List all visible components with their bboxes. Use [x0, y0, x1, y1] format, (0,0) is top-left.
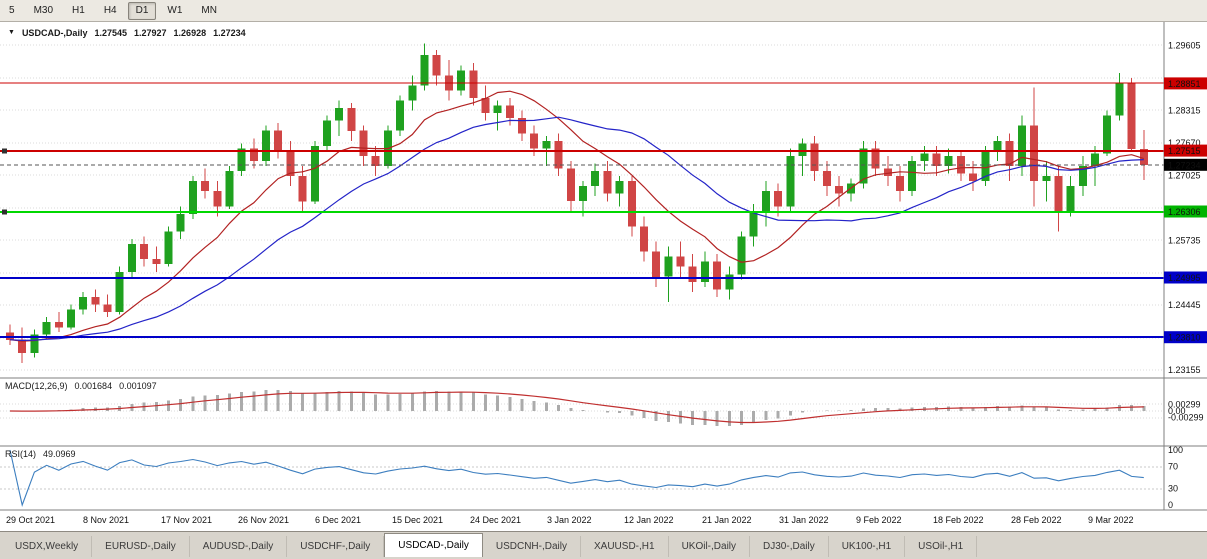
timeframe-button-H4[interactable]: H4	[103, 4, 117, 16]
rsi-axis-label: 0	[1168, 500, 1173, 510]
macd-axis-label: 0.00	[1168, 406, 1186, 416]
date-axis-label: 17 Nov 2021	[161, 515, 212, 525]
date-axis-label: 18 Feb 2022	[933, 515, 984, 525]
timeframe-button-W1[interactable]: W1	[167, 4, 183, 16]
price-badge-label: 1.27234	[1168, 160, 1201, 170]
line-handle[interactable]	[2, 148, 7, 154]
date-axis[interactable]: 29 Oct 2021 8 Nov 2021 17 Nov 2021 26 Nov 2…	[6, 515, 1134, 525]
chart-tab-bar: USDX,Weekly EURUSD-,Daily AUDUSD-,Daily USD…	[0, 531, 1207, 559]
price-badge-label: 1.28851	[1168, 79, 1201, 89]
macd-axis-label: -0.00299	[1168, 413, 1204, 423]
price-axis[interactable]: 1.29605 1.28315 1.27670 1.27025 1.25735 1.244…	[1164, 40, 1207, 375]
date-axis-label: 8 Nov 2021	[83, 515, 129, 525]
candlestick-series	[6, 43, 1148, 363]
date-axis-label: 31 Jan 2022	[779, 515, 829, 525]
timeframe-button-H1[interactable]: H1	[72, 4, 85, 16]
price-badge	[1164, 271, 1207, 284]
chart-tab-xauusd-h1[interactable]: XAUUSD-,H1	[581, 536, 669, 557]
date-axis-label: 3 Jan 2022	[547, 515, 592, 525]
price-axis-label: 1.24445	[1168, 300, 1201, 310]
date-axis-label: 9 Feb 2022	[856, 515, 902, 525]
chart-area: 1.29605 1.28315 1.27670 1.27025 1.25735 1.244…	[0, 22, 1207, 531]
rsi-axis-label: 30	[1168, 484, 1178, 494]
rsi-line	[9, 449, 1144, 507]
price-badge-label: 1.24995	[1168, 273, 1201, 283]
date-axis-label: 29 Oct 2021	[6, 515, 55, 525]
chart-tab-usdcnh-daily[interactable]: USDCNH-,Daily	[483, 536, 581, 557]
date-axis-label: 28 Feb 2022	[1011, 515, 1062, 525]
price-gridlines	[0, 44, 1164, 371]
price-axis-label: 1.27670	[1168, 138, 1201, 148]
macd-histogram	[20, 390, 1146, 427]
price-axis-label: 1.27025	[1168, 170, 1201, 180]
price-badge-label: 1.27515	[1168, 146, 1201, 156]
chart-tab-dj30-daily[interactable]: DJ30-,Daily	[750, 536, 829, 557]
chart-tab-uk100-h1[interactable]: UK100-,H1	[829, 536, 906, 557]
subwindow-collapse-icon[interactable]: ▼	[8, 29, 15, 36]
timeframe-button-M30[interactable]: M30	[33, 4, 54, 16]
date-axis-label: 6 Dec 2021	[315, 515, 361, 525]
price-badge	[1164, 144, 1207, 157]
price-axis-label: 1.23155	[1168, 365, 1201, 375]
slow-ma-line	[9, 116, 1144, 342]
macd-signal-line	[9, 391, 1144, 424]
price-axis-label: 1.25735	[1168, 235, 1201, 245]
price-badge	[1164, 205, 1207, 218]
price-badge	[1164, 158, 1207, 171]
price-axis-label: 1.29605	[1168, 40, 1201, 50]
price-badge	[1164, 77, 1207, 90]
chart-canvas[interactable]: 1.29605 1.28315 1.27670 1.27025 1.25735 1.244…	[0, 22, 1207, 531]
date-axis-label: 24 Dec 2021	[470, 515, 521, 525]
macd-axis-label: 0.00299	[1168, 399, 1201, 409]
fast-ma-line	[9, 90, 1144, 342]
panel-separators	[0, 22, 1207, 511]
date-axis-label: 15 Dec 2021	[392, 515, 443, 525]
rsi-axis-label: 70	[1168, 462, 1178, 472]
date-axis-label: 21 Jan 2022	[702, 515, 752, 525]
chart-tab-audusd-daily[interactable]: AUDUSD-,Daily	[190, 536, 288, 557]
line-handle[interactable]	[2, 209, 7, 215]
chart-tab-usdcad-daily[interactable]: USDCAD-,Daily	[384, 533, 483, 557]
timeframe-button-5[interactable]: 5	[9, 4, 15, 16]
timeframe-toolbar: 5 M30 H1 H4 D1 W1 MN	[0, 0, 1207, 22]
chart-tab-usdchf-daily[interactable]: USDCHF-,Daily	[287, 536, 385, 557]
date-axis-label: 12 Jan 2022	[624, 515, 674, 525]
price-badge-label: 1.26306	[1168, 207, 1201, 217]
timeframe-button-D1[interactable]: D1	[127, 1, 157, 20]
price-badge-label: 1.23810	[1168, 333, 1201, 343]
price-badge	[1164, 331, 1207, 344]
date-axis-label: 9 Mar 2022	[1088, 515, 1134, 525]
date-axis-label: 26 Nov 2021	[238, 515, 289, 525]
chart-tab-usoil-h1[interactable]: USOil-,H1	[905, 536, 978, 557]
rsi-panel: 100 70 30 0	[0, 445, 1183, 510]
horizontal-level-lines	[0, 82, 1164, 338]
chart-tab-ukoil-daily[interactable]: UKOil-,Daily	[669, 536, 751, 557]
chart-tab-eurusd-daily[interactable]: EURUSD-,Daily	[92, 536, 190, 557]
rsi-axis-label: 100	[1168, 445, 1183, 455]
price-axis-label: 1.28315	[1168, 105, 1201, 115]
chart-tab-usdx-weekly[interactable]: USDX,Weekly	[2, 536, 93, 557]
timeframe-button-MN[interactable]: MN	[201, 4, 217, 16]
